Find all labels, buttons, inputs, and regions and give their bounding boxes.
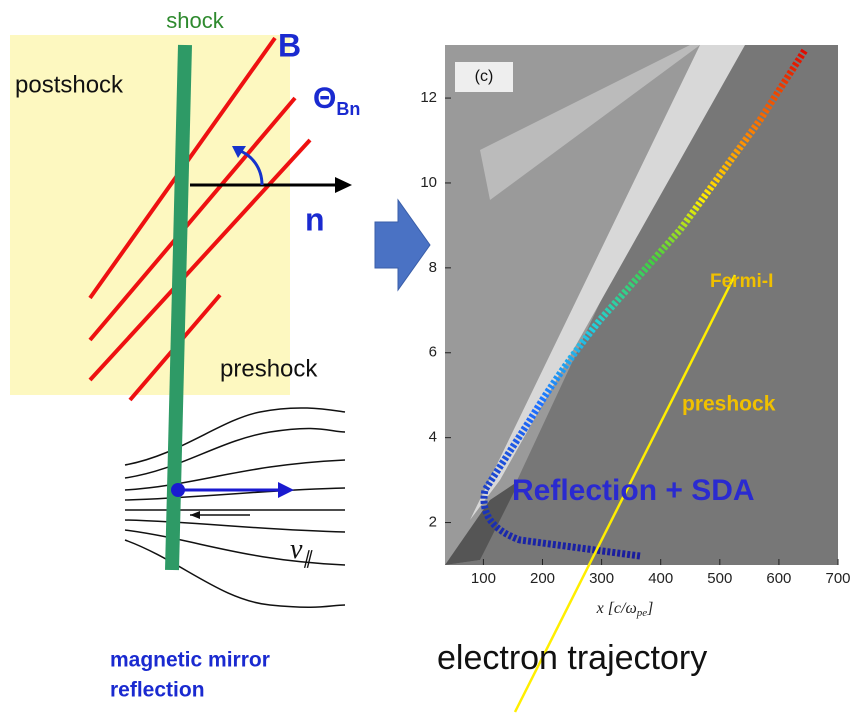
preshock-label: preshock (220, 355, 318, 382)
connector-arrow (375, 200, 430, 290)
y-tick-label: 6 (429, 344, 437, 361)
slide: shock postshock preshock B ΘBn n v∥ magn… (0, 0, 866, 715)
arrow-head (278, 482, 294, 498)
x-tick-label: 400 (648, 570, 673, 587)
y-tick-label: 2 (429, 514, 437, 531)
shock-label: shock (166, 8, 224, 33)
panel-label: (c) (475, 68, 494, 85)
mirror-field-lines (125, 408, 345, 607)
x-tick-label: 600 (766, 570, 791, 587)
x-tick-label: 200 (530, 570, 555, 587)
normal-label: n (305, 201, 325, 237)
arrow-head (335, 177, 352, 193)
x-label-sub: pe (636, 607, 648, 619)
y-tick-label: 4 (429, 429, 437, 446)
angle-label: ΘBn (313, 82, 360, 119)
caption-line: magnetic mirror (110, 649, 270, 672)
x-tick-label: 300 (589, 570, 614, 587)
fermi-label: Fermi-I (710, 271, 773, 292)
angle-sub: Bn (336, 99, 360, 119)
y-tick-label: 10 (420, 174, 437, 191)
y-tick-label: 8 (429, 259, 437, 276)
y-tick-label: 12 (420, 89, 437, 106)
x-tick-label: 100 (471, 570, 496, 587)
caption: electron trajectory (437, 639, 707, 677)
velocity-sub: ∥ (302, 548, 313, 568)
field-label: B (278, 27, 301, 63)
x-tick-label: 700 (825, 570, 850, 587)
preshock-label: preshock (682, 393, 776, 416)
caption-line: reflection (110, 679, 205, 702)
angle-symbol: Θ (313, 82, 336, 115)
velocity-label: v∥ (290, 534, 313, 568)
page: {"left": {"shock": "shock", "postshock":… (0, 0, 866, 715)
x-label-main: x [c/ω (596, 600, 637, 617)
x-tick-label: 500 (707, 570, 732, 587)
x-label-end: ] (646, 600, 653, 617)
velocity-symbol: v (290, 534, 303, 565)
x-axis-title: x [c/ωpe] (596, 600, 654, 619)
arrow-head (190, 511, 200, 519)
postshock-label: postshock (15, 71, 124, 98)
reflection-label: Reflection + SDA (512, 474, 755, 507)
